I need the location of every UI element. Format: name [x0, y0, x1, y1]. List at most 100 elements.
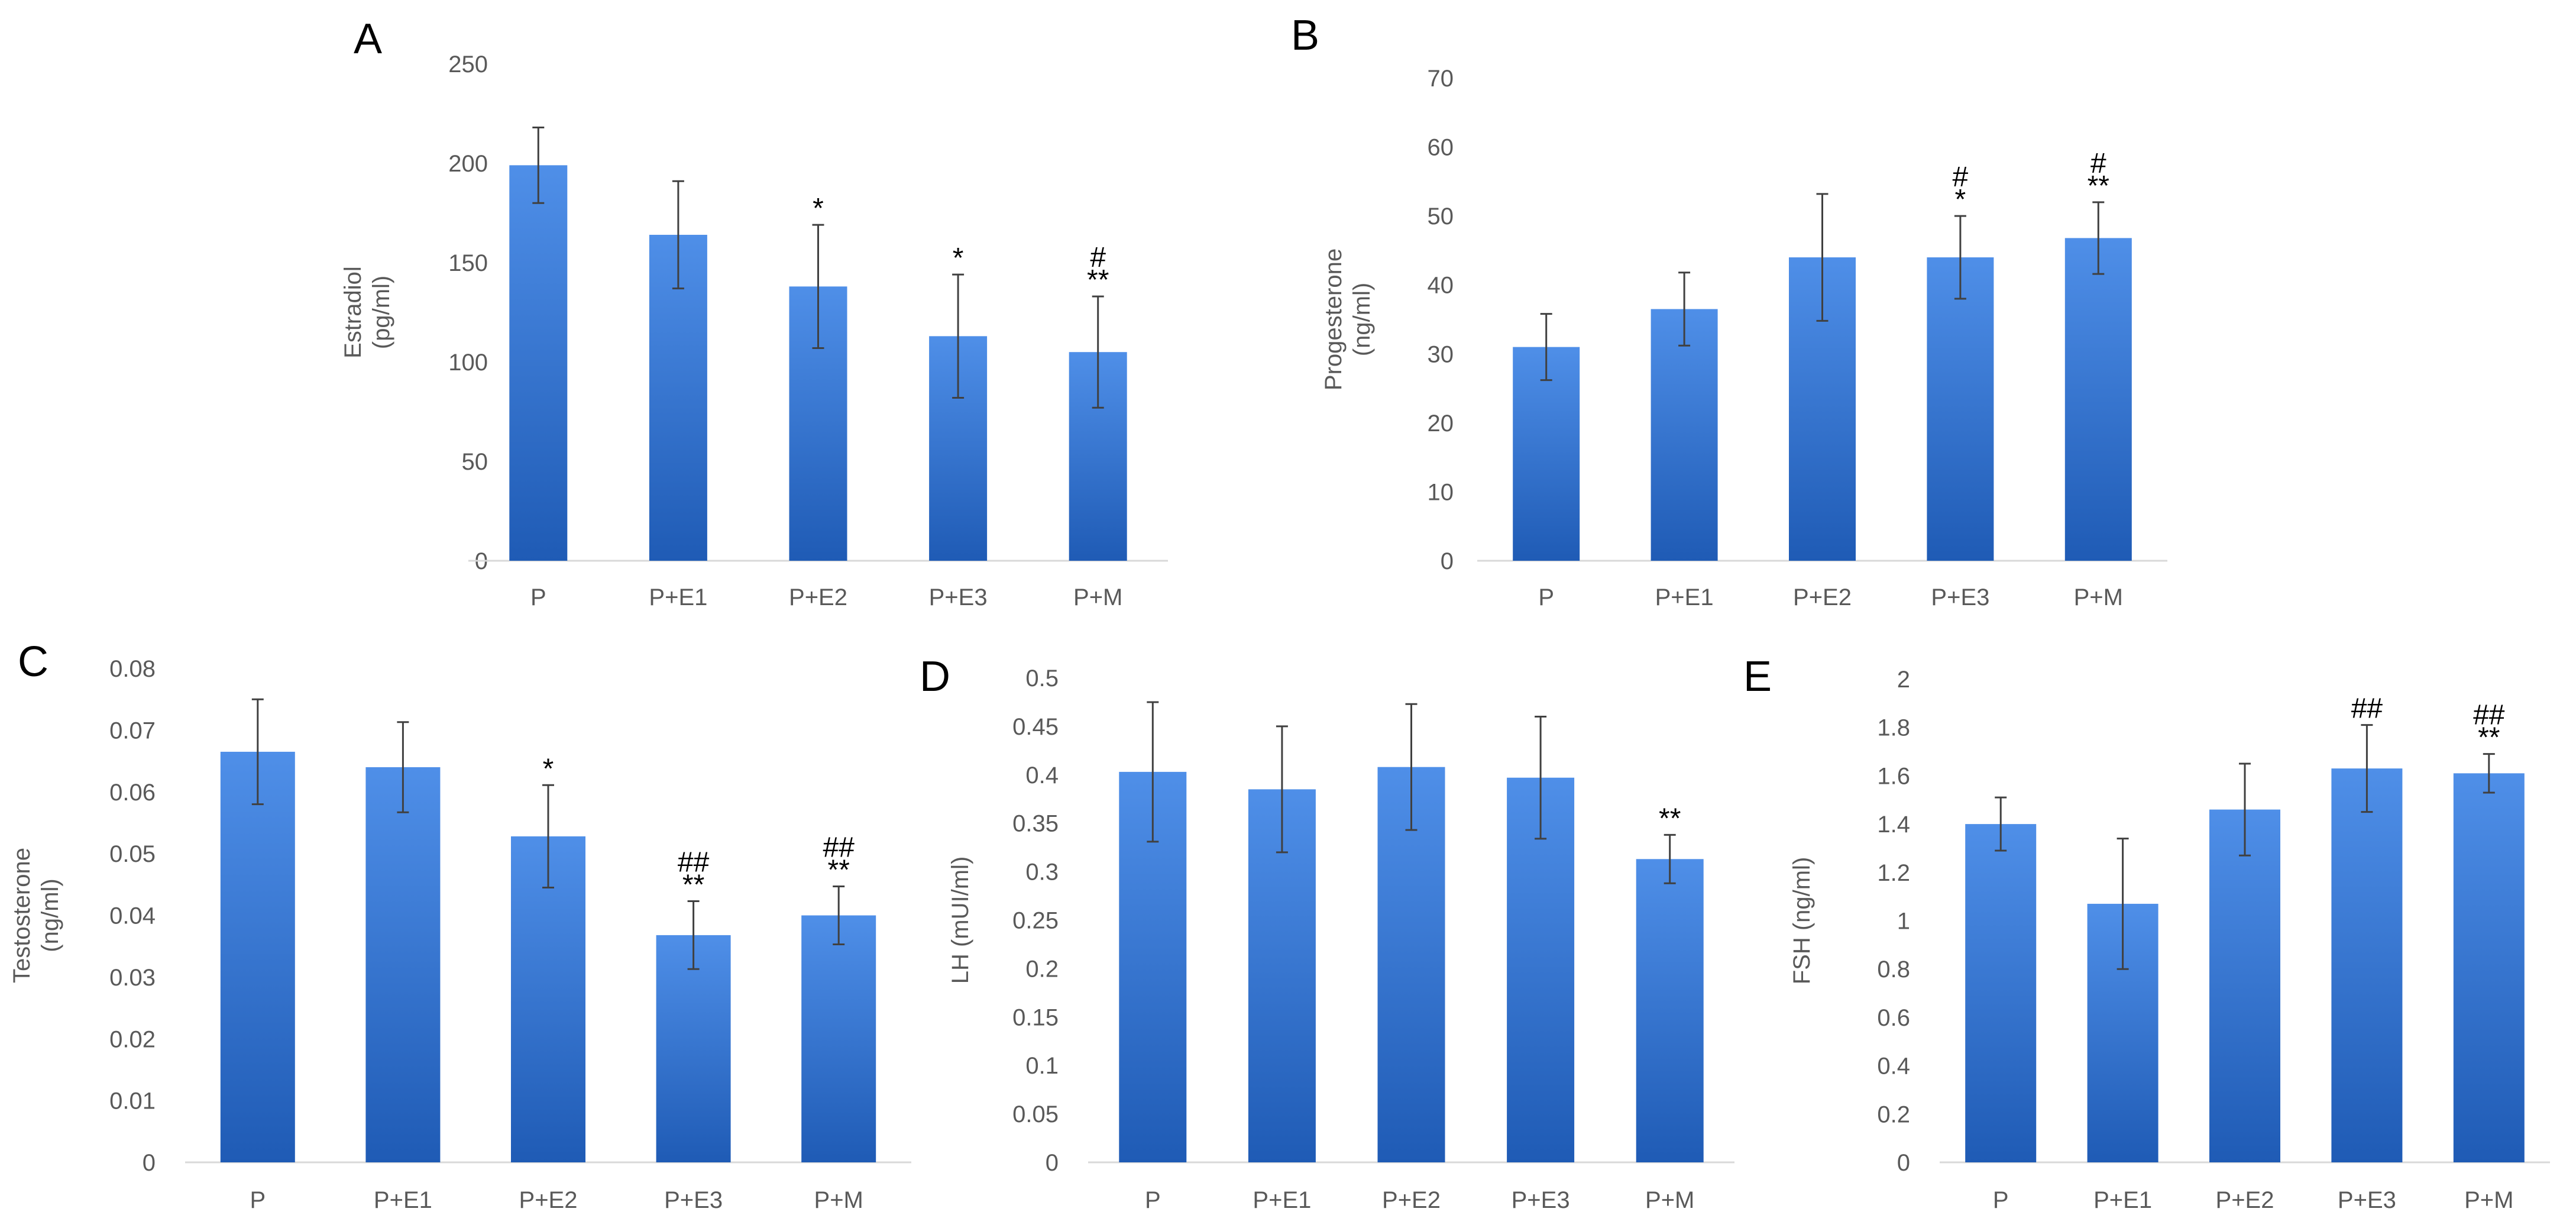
- bar-p: [220, 751, 295, 1162]
- significance-marker: **: [2088, 170, 2109, 202]
- y-axis-label: Testosterone (ng/ml): [9, 848, 63, 983]
- y-axis-label-line: FSH (ng/ml): [1789, 857, 1815, 985]
- x-tick-label: P+E1: [1253, 1187, 1311, 1213]
- significance-marker: **: [1087, 264, 1109, 296]
- panel-letter: A: [354, 15, 382, 63]
- y-tick-label: 20: [1428, 411, 1454, 437]
- significance-marker: *: [1955, 184, 1966, 215]
- x-tick-label: P+M: [814, 1187, 863, 1213]
- x-tick-label: P: [530, 584, 546, 610]
- y-axis-label-line: LH (mUI/ml): [947, 857, 973, 984]
- y-axis-label: Estradiol (pg/ml): [340, 266, 394, 358]
- x-tick-label: P+E2: [519, 1187, 578, 1213]
- x-tick-label: P+E2: [789, 584, 847, 610]
- x-tick-label: P+E2: [1793, 584, 1852, 610]
- chart-panel-b: B 0 10 20 30 40 50 60 70 Progesterone (ng/ml) P P+E1…: [1291, 12, 2167, 610]
- bar-p-e2: [511, 836, 585, 1162]
- y-tick-label: 30: [1428, 341, 1454, 367]
- panel-letter: E: [1743, 653, 1772, 700]
- x-tick-label: P+E1: [1655, 584, 1714, 610]
- x-tick-label: P+E3: [664, 1187, 723, 1213]
- significance-marker: ##: [823, 832, 855, 863]
- significance-marker: ##: [2473, 700, 2505, 731]
- bar-p-e2: [1377, 767, 1445, 1162]
- x-tick-label: P+M: [2074, 584, 2123, 610]
- significance-marker: #: [1090, 242, 1106, 273]
- panel-letter: D: [920, 653, 950, 700]
- y-tick-label: 1.8: [1877, 715, 1910, 741]
- y-tick-label: 10: [1428, 479, 1454, 505]
- x-tick-label: P: [1993, 1187, 2009, 1213]
- y-axis-label-line: (pg/ml): [368, 276, 394, 349]
- bar-p: [509, 165, 568, 561]
- y-tick-label: 0.1: [1025, 1053, 1059, 1079]
- bar-p-m: [801, 915, 876, 1162]
- bar-p-m: [2453, 773, 2525, 1162]
- y-tick-label: 0.05: [1012, 1101, 1059, 1127]
- y-axis-label: LH (mUI/ml): [947, 857, 973, 984]
- y-axis-label-line: Progesterone: [1321, 248, 1347, 390]
- y-tick-label: 150: [448, 250, 488, 276]
- x-tick-label: P+E3: [2338, 1187, 2396, 1213]
- chart-panel-d: D 0 0.05 0.1 0.15 0.2 0.25 0.3 0.35 0.4 0.45 0.5 LH …: [920, 653, 1734, 1213]
- y-tick-label: 0.01: [109, 1088, 156, 1114]
- y-tick-label: 0.2: [1877, 1101, 1910, 1127]
- y-tick-label: 0.08: [109, 656, 156, 682]
- x-tick-label: P+E3: [929, 584, 988, 610]
- chart-panel-c: C 0 0.01 0.02 0.03 0.04 0.05 0.06 0.07 0.08 Testos…: [9, 638, 911, 1213]
- y-tick-label: 50: [1428, 203, 1454, 230]
- x-tick-label: P+E2: [2216, 1187, 2274, 1213]
- x-tick-label: P+E2: [1382, 1187, 1441, 1213]
- y-axis-label-line: Estradiol: [340, 266, 366, 358]
- y-tick-label: 0: [143, 1150, 156, 1176]
- y-tick-label: 250: [448, 51, 488, 77]
- x-tick-label: P+E1: [2093, 1187, 2152, 1213]
- significance-marker: *: [543, 753, 554, 784]
- y-tick-label: 70: [1428, 66, 1454, 92]
- y-tick-label: 1.6: [1877, 763, 1910, 789]
- significance-marker: *: [953, 243, 964, 274]
- x-tick-label: P+E3: [1512, 1187, 1570, 1213]
- bar-p: [1513, 347, 1580, 561]
- y-axis-label-line: Testosterone: [9, 848, 35, 983]
- significance-marker: #: [2090, 148, 2106, 179]
- y-tick-label: 200: [448, 151, 488, 177]
- significance-marker: **: [1659, 803, 1681, 834]
- y-tick-label: 0.03: [109, 965, 156, 991]
- y-tick-label: 1.4: [1877, 812, 1910, 838]
- y-tick-label: 60: [1428, 135, 1454, 161]
- y-tick-label: 1.2: [1877, 860, 1910, 886]
- x-tick-label: P+M: [1073, 584, 1122, 610]
- y-tick-label: 0.2: [1025, 956, 1059, 982]
- y-tick-label: 0.05: [109, 841, 156, 867]
- panel-letter: B: [1291, 12, 1319, 59]
- significance-marker: *: [813, 193, 824, 224]
- x-tick-label: P+E1: [649, 584, 707, 610]
- bar-p-m: [2064, 238, 2132, 561]
- y-tick-label: 0.5: [1025, 665, 1059, 691]
- significance-marker: **: [2478, 722, 2500, 754]
- x-tick-label: P: [1145, 1187, 1161, 1213]
- y-tick-label: 0.07: [109, 718, 156, 744]
- x-tick-label: P+M: [2464, 1187, 2513, 1213]
- bar-p-m: [1636, 859, 1704, 1162]
- bar-p-e3: [1927, 257, 1994, 561]
- y-tick-label: 0: [1897, 1150, 1910, 1176]
- y-tick-label: 0.04: [109, 903, 156, 929]
- significance-marker: ##: [678, 846, 710, 878]
- bar-p-e2: [2209, 809, 2280, 1162]
- significance-marker: #: [1953, 161, 1969, 193]
- y-tick-label: 40: [1428, 273, 1454, 299]
- y-tick-label: 0.15: [1012, 1004, 1059, 1030]
- y-tick-label: 0.45: [1012, 714, 1059, 740]
- x-tick-label: P+E3: [1931, 584, 1989, 610]
- y-tick-label: 0: [1046, 1150, 1059, 1176]
- y-tick-label: 0.6: [1877, 1005, 1910, 1031]
- y-axis-label-line: (ng/ml): [1349, 283, 1375, 356]
- bar-p-e1: [1651, 309, 1718, 561]
- significance-marker: **: [828, 854, 850, 886]
- y-tick-label: 0.25: [1012, 908, 1059, 934]
- y-axis-label: Progesterone (ng/ml): [1321, 248, 1375, 390]
